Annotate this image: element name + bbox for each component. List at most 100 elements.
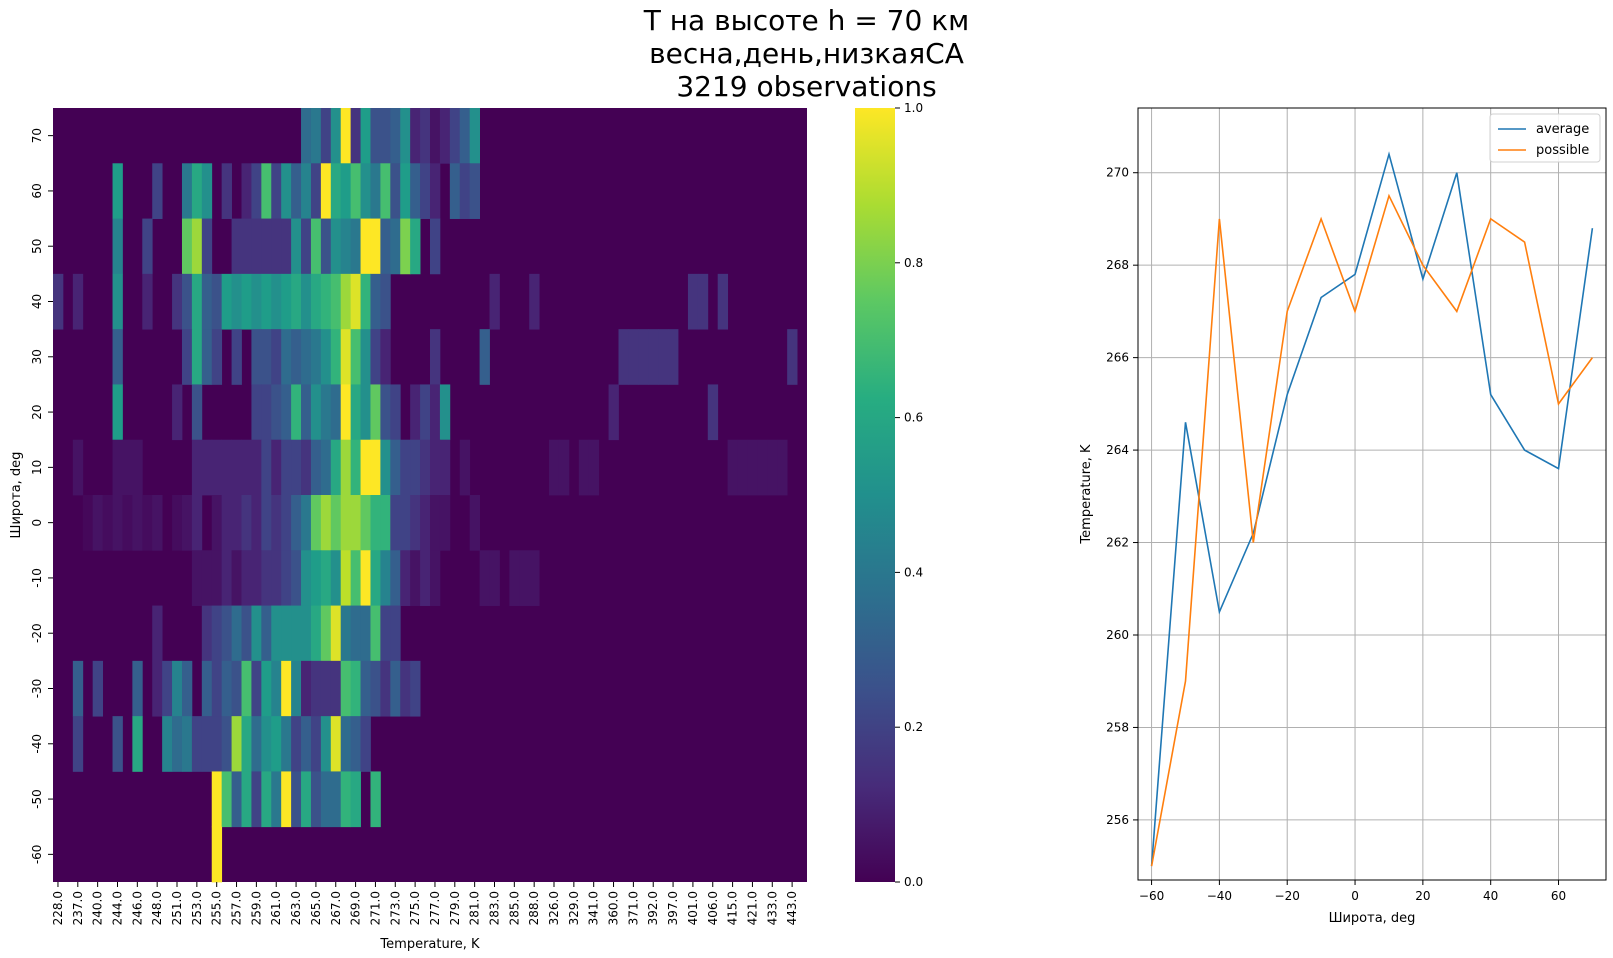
heatmap-cell — [261, 384, 272, 441]
heatmap-cell — [320, 384, 332, 441]
heatmap-cell — [310, 108, 322, 164]
heatmap-cell — [310, 660, 322, 717]
line-y-tick-label: 270 — [1106, 166, 1129, 180]
heatmap-cell — [301, 329, 312, 385]
heatmap-cell — [271, 439, 282, 496]
heatmap-cell — [281, 660, 292, 717]
heatmap-cell — [231, 439, 242, 496]
heatmap-cell — [271, 771, 282, 828]
heatmap-cell — [281, 273, 292, 330]
heatmap-x-tick-label: 228.0 — [51, 891, 65, 925]
line-chart-y-ticks: 256 258 260 262 264 266 268 270 — [1106, 166, 1138, 827]
heatmap-cell — [320, 605, 332, 662]
heatmap-cell — [360, 550, 371, 606]
heatmap-cell — [82, 495, 94, 551]
heatmap-x-tick-label: 401.0 — [686, 891, 700, 925]
heatmap-cell — [122, 439, 133, 496]
heatmap-cell — [777, 439, 788, 496]
heatmap-cell — [281, 163, 292, 219]
heatmap-cell — [211, 495, 223, 551]
heatmap-cell — [340, 329, 352, 385]
heatmap-cell — [340, 439, 352, 496]
heatmap-cell — [350, 550, 361, 606]
heatmap-cell — [172, 660, 183, 717]
line-y-tick-label: 256 — [1106, 813, 1129, 827]
heatmap-cell — [261, 273, 272, 330]
heatmap-cell — [251, 163, 262, 219]
heatmap-cell — [380, 439, 391, 496]
heatmap-x-tick-label: 326.0 — [547, 891, 561, 925]
heatmap-cell — [310, 163, 322, 219]
heatmap-cell — [707, 384, 719, 441]
heatmap-cell — [241, 163, 252, 219]
heatmap-cell — [330, 439, 342, 496]
heatmap-cell — [400, 495, 411, 551]
heatmap-cell — [350, 495, 361, 551]
heatmap-cell — [420, 439, 431, 496]
heatmap-cell — [310, 771, 322, 828]
heatmap-cell — [717, 273, 729, 330]
heatmap-cell — [687, 273, 699, 330]
heatmap-cell — [251, 439, 262, 496]
heatmap-cell — [430, 163, 441, 219]
heatmap-x-tick-label: 263.0 — [289, 891, 303, 925]
heatmap-y-tick-label: -30 — [30, 679, 44, 699]
heatmap-cell — [261, 329, 272, 385]
heatmap-cell — [291, 550, 302, 606]
heatmap-cell — [191, 329, 203, 385]
heatmap-x-tick-label: 443.0 — [785, 891, 799, 925]
heatmap-cell — [370, 495, 381, 551]
heatmap-cell — [181, 495, 193, 551]
heatmap-cells — [53, 108, 798, 883]
legend-label-possible: possible — [1536, 143, 1589, 158]
heatmap-cell — [251, 716, 262, 772]
line-y-tick-label: 258 — [1106, 720, 1129, 734]
series-line-average — [1150, 151, 1594, 867]
heatmap-cell — [112, 329, 123, 385]
heatmap-cell — [320, 218, 332, 275]
heatmap-y-tick-label: 70 — [30, 128, 44, 143]
heatmap-cell — [628, 329, 639, 385]
heatmap-cell — [370, 771, 381, 828]
heatmap-cell — [360, 384, 371, 441]
heatmap-cell — [112, 716, 123, 772]
heatmap-cell — [420, 163, 431, 219]
heatmap-cell — [291, 771, 302, 828]
heatmap-cell — [301, 108, 312, 164]
heatmap-cell — [747, 439, 758, 496]
heatmap-cell — [211, 771, 223, 828]
heatmap-cell — [281, 716, 292, 772]
line-x-tick-label: 0 — [1351, 889, 1359, 903]
heatmap-cell — [529, 273, 540, 330]
heatmap-x-tick-label: 415.0 — [726, 891, 740, 925]
heatmap-cell — [231, 716, 242, 772]
heatmap-cell — [241, 605, 252, 662]
heatmap-cell — [281, 329, 292, 385]
heatmap-panel: 228.0 237.0 240.0 244.0 246.0 248.0 251.0 253.0… — [9, 108, 807, 952]
line-x-tick-label: −20 — [1275, 889, 1300, 903]
heatmap-cell — [350, 771, 361, 828]
heatmap-cell — [261, 660, 272, 717]
heatmap-cell — [261, 771, 272, 828]
heatmap-cell — [191, 163, 203, 219]
heatmap-cell — [251, 495, 262, 551]
heatmap-cell — [201, 273, 213, 330]
heatmap-cell — [727, 439, 738, 496]
heatmap-cell — [459, 439, 471, 496]
heatmap-cell — [340, 605, 352, 662]
heatmap-cell — [251, 550, 262, 606]
heatmap-cell — [380, 605, 391, 662]
heatmap-cell — [370, 605, 381, 662]
heatmap-cell — [72, 439, 84, 496]
heatmap-cell — [221, 550, 232, 606]
heatmap-cell — [211, 826, 223, 883]
heatmap-cell — [380, 108, 391, 164]
heatmap-cell — [330, 108, 342, 164]
heatmap-cell — [191, 716, 203, 772]
heatmap-cell — [231, 605, 242, 662]
heatmap-x-tick-label: 360.0 — [607, 891, 621, 925]
heatmap-cell — [430, 550, 441, 606]
heatmap-y-tick-label: -10 — [30, 568, 44, 588]
heatmap-cell — [271, 495, 282, 551]
line-chart-x-ticks: −60 −40 −20 0 20 40 60 — [1139, 880, 1566, 903]
